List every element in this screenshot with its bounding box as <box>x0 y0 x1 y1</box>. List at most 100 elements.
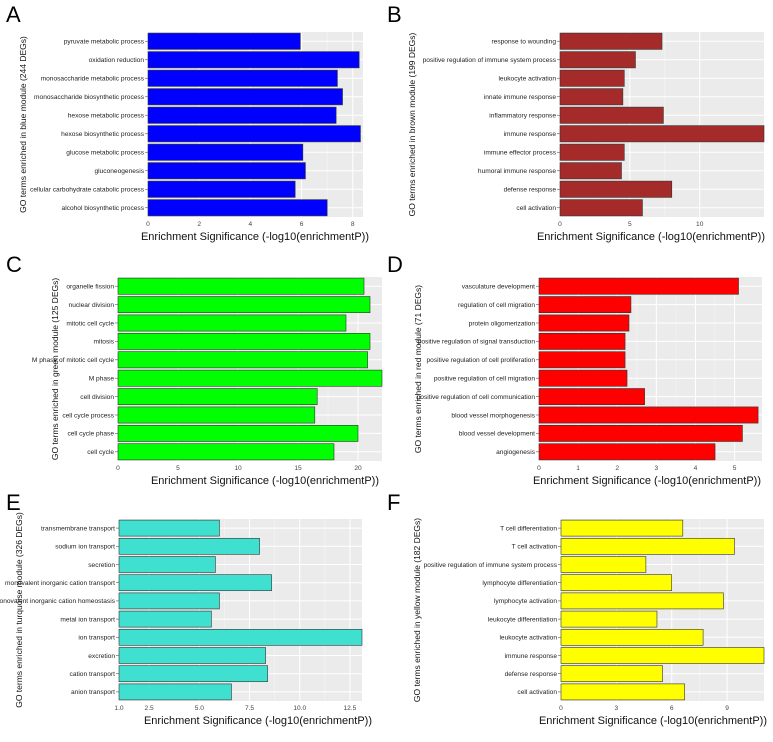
bar <box>147 199 328 217</box>
x-tick-label: 10.0 <box>293 705 306 712</box>
category-label: anion transport <box>71 689 115 696</box>
bar <box>117 369 383 387</box>
bar <box>538 333 626 350</box>
bar <box>559 69 625 87</box>
bar <box>559 125 765 143</box>
bar <box>117 406 316 424</box>
category-label: cell activation <box>517 689 557 696</box>
category-label: positive regulation of cell proliferatio… <box>427 357 536 364</box>
category-label: cell cycle process <box>62 412 114 419</box>
bar <box>117 351 368 369</box>
bar <box>538 425 743 442</box>
category-label: humoral immune response <box>478 168 556 175</box>
x-tick-label: 7.5 <box>245 705 254 712</box>
x-axis-title: Enrichment Significance (-log10(enrichme… <box>151 475 379 487</box>
y-axis-title: GO terms enriched in brown module (199 D… <box>407 32 417 216</box>
category-label: M phase of mitotic cell cycle <box>32 357 114 364</box>
bar <box>117 425 359 442</box>
panel-b: B 0 5 10 response to wounding positive regula… <box>387 2 765 243</box>
bar <box>117 296 371 313</box>
x-tick-label: 6 <box>300 221 304 228</box>
category-label: monosaccharide metabolic process <box>41 76 145 83</box>
bar <box>559 199 643 217</box>
bar <box>118 665 268 683</box>
category-label: hexose metabolic process <box>68 113 145 120</box>
x-axis-title: Enrichment Significance (-log10(enrichme… <box>537 231 765 243</box>
x-tick-label: 2.5 <box>145 705 154 712</box>
bar <box>560 683 685 701</box>
x-tick-label: 2 <box>615 465 619 472</box>
x-axis-title: Enrichment Significance (-log10(enrichme… <box>533 475 761 487</box>
category-label: immune effector process <box>484 150 557 157</box>
x-tick-label: 8 <box>351 221 355 228</box>
bar <box>560 519 684 537</box>
category-label: positive regulation of cell migration <box>434 376 535 383</box>
bar <box>117 314 347 332</box>
x-tick-label: 1 <box>576 465 580 472</box>
x-tick-label: 5 <box>628 221 632 228</box>
bar <box>118 519 220 537</box>
bar <box>560 556 647 573</box>
bar <box>560 647 765 664</box>
category-label: hexose biosynthetic process <box>61 131 145 138</box>
bar <box>538 296 632 313</box>
bar <box>147 180 296 198</box>
panel-e: E 1.0 2.5 5.0 7.5 10.0 12.5 transmembrane trans… <box>0 490 372 727</box>
bar <box>118 556 216 573</box>
category-label: positive regulation of immune system pro… <box>424 562 558 569</box>
bar <box>117 333 371 350</box>
bar <box>147 51 360 69</box>
panel-f: F 0 3 6 9 T cell differentiation T cell activa… <box>387 490 767 727</box>
bar <box>118 592 220 610</box>
bar <box>147 106 337 124</box>
bar <box>560 592 724 610</box>
category-label: leukocyte differentiation <box>488 616 557 623</box>
panel-letter: F <box>387 490 400 515</box>
bar <box>118 537 260 555</box>
bar <box>538 277 739 295</box>
bar <box>559 106 664 124</box>
bar <box>560 665 663 683</box>
x-tick-label: 12.5 <box>344 705 357 712</box>
panel-letter: D <box>387 252 403 277</box>
bar <box>118 647 266 664</box>
category-label: cell activation <box>516 205 556 212</box>
category-label: M phase <box>89 376 115 383</box>
panel-letter: A <box>6 2 21 27</box>
x-tick-label: 3 <box>655 465 659 472</box>
x-tick-label: 4 <box>249 221 253 228</box>
bar <box>560 537 735 555</box>
category-label: cellular carbohydrate catabolic process <box>30 187 145 194</box>
category-label: cell division <box>80 394 114 401</box>
panel-d: D 0 1 2 3 4 5 vasculature development regulation… <box>387 252 762 487</box>
category-label: response to wounding <box>491 39 556 46</box>
bar <box>538 314 630 332</box>
panel-a: A 0 2 4 6 8 pyruvate metabolic process oxidatio… <box>6 2 369 243</box>
bar <box>117 277 365 295</box>
category-label: positive regulation of signal transducti… <box>418 339 536 346</box>
category-label: positive regulation of immune system pro… <box>423 57 557 64</box>
category-label: alcohol biosynthetic process <box>62 205 145 212</box>
bar <box>118 628 363 646</box>
category-label: monosaccharide biosynthetic process <box>34 94 145 101</box>
bar <box>559 180 673 198</box>
bar <box>538 351 626 369</box>
category-label: organelle fission <box>66 284 114 291</box>
category-label: ion transport <box>78 635 115 642</box>
category-label: blood vessel morphogenesis <box>451 412 535 419</box>
x-tick-label: 0 <box>116 465 120 472</box>
bar <box>538 443 716 461</box>
category-label: regulation of cell migration <box>458 302 535 309</box>
category-label: sodium ion transport <box>55 544 115 551</box>
x-axis-title: Enrichment Significance (-log10(enrichme… <box>539 715 767 727</box>
bar <box>559 162 622 180</box>
category-label: lymphocyte activation <box>494 598 557 605</box>
bar <box>117 388 318 405</box>
bar <box>147 32 301 50</box>
category-label: gluconeogenesis <box>95 168 145 175</box>
x-tick-label: 4 <box>694 465 698 472</box>
category-label: lymphocyte differentiation <box>482 580 557 587</box>
bar <box>538 369 628 387</box>
bar <box>118 610 212 628</box>
